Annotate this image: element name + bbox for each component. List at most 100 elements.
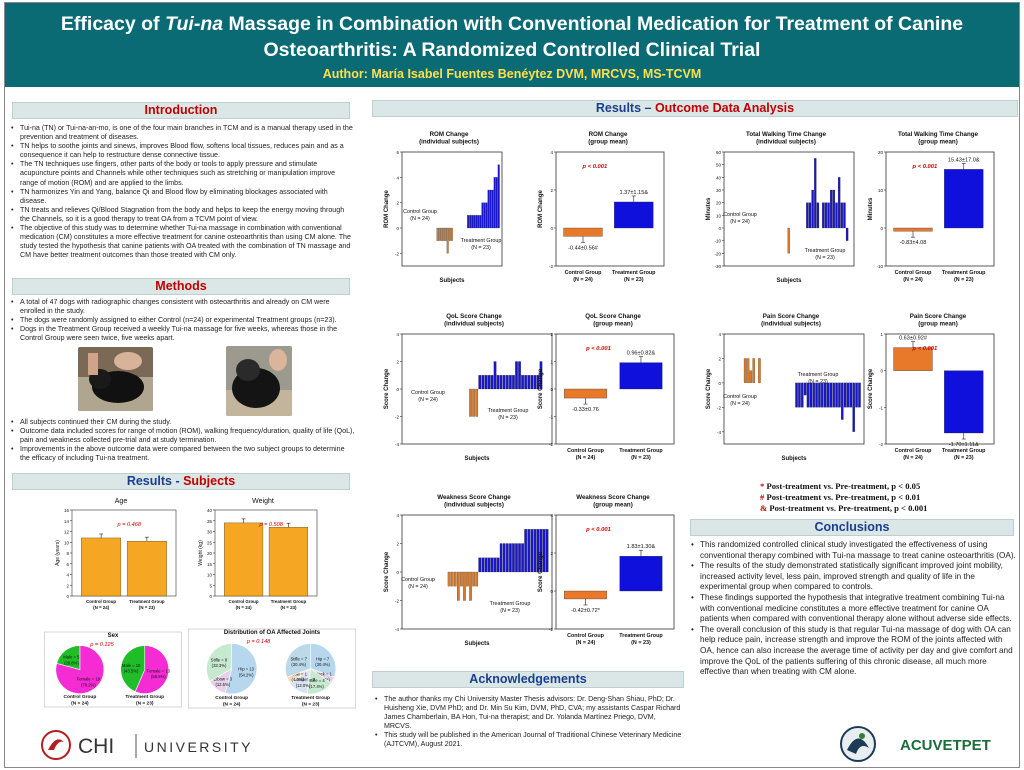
series-label: Treatment Group [461, 238, 502, 244]
tick-label: 4 [396, 332, 399, 337]
tick-label: -4 [395, 627, 399, 632]
chart-title: Total Walking Time Change [898, 131, 979, 138]
category-label: (N = 24) [236, 605, 253, 610]
tick-label: 2 [550, 332, 553, 337]
demo-bar [268, 527, 308, 597]
tick-label: -1 [549, 415, 553, 420]
subject-bar [787, 227, 790, 254]
subject-bar [499, 375, 503, 390]
subject-bar [436, 227, 439, 241]
subject-bar [483, 202, 486, 229]
subject-bar [467, 215, 470, 229]
subject-bar [505, 375, 509, 390]
subject-bar [826, 382, 830, 408]
tick-label: -4 [717, 430, 721, 435]
subject-bar [478, 557, 482, 573]
acuvetpet-logo: ACUVETPET [840, 726, 991, 762]
list-item: Outcome data included scores for range o… [10, 427, 355, 445]
subject-bar [518, 543, 521, 573]
series-label: (N = 23) [471, 245, 491, 251]
tick-label: 10 [878, 188, 884, 193]
list-item: A total of 47 dogs with radiographic cha… [10, 298, 355, 316]
conclusions-list: This randomized controlled clinical stud… [690, 540, 1016, 678]
category-label: (N = 24) [576, 455, 596, 461]
chart-title: Weakness Score Change [576, 494, 650, 501]
subject-bar [536, 375, 540, 390]
pie-slice [285, 643, 311, 678]
category-label: Control Group [895, 270, 933, 276]
subject-bar [530, 529, 534, 573]
category-label: Treatment Group [942, 448, 986, 454]
subject-bar [835, 202, 838, 229]
tick-label: 0 [550, 387, 553, 392]
series-label: Treatment Group [488, 408, 529, 414]
subject-bar [798, 382, 801, 408]
slice-label: (79.2%) [81, 682, 96, 687]
tick-label: -4 [395, 442, 399, 447]
chart-title: (individual subjects) [756, 139, 816, 146]
subject-bar [539, 361, 543, 390]
pie-caption: (N = 24) [223, 701, 241, 707]
subject-bar [487, 375, 491, 390]
subject-bar [469, 215, 472, 229]
subject-bar [806, 382, 810, 408]
tick-label: 0 [396, 226, 399, 231]
tick-label: 4 [718, 332, 721, 337]
pie-caption: Treatment Group [291, 695, 330, 701]
chart-title: Pain Score Change [763, 313, 820, 320]
category-label: (N = 24) [576, 640, 596, 646]
chart-title: Total Walking Time Change [746, 131, 827, 138]
category-label: Treatment Group [619, 633, 663, 639]
y-axis-label: Minutes [706, 197, 712, 220]
acknowledgements-list: The author thanks my Chi University Mast… [374, 695, 684, 750]
tick-label: 35 [207, 519, 213, 524]
subject-bar [484, 557, 488, 573]
subject-bar [545, 529, 549, 573]
slice-label: (43.5%) [124, 668, 139, 673]
series-label: Treatment Group [805, 248, 846, 254]
methods-list-bottom: All subjects continued their CM during t… [10, 418, 355, 463]
chart-title: (individual subjects) [444, 321, 504, 328]
slice-label: Neck = 1 [315, 671, 332, 676]
subject-bar [827, 202, 830, 229]
plot-frame [401, 151, 503, 267]
tick-label: 0 [550, 226, 553, 231]
subject-bar [515, 361, 518, 390]
tick-label: -2 [395, 599, 399, 604]
slice-label: Stifle = 7 [290, 656, 307, 661]
category-label: (N = 24) [903, 277, 923, 283]
subject-bar [481, 375, 485, 390]
subject-bar [499, 543, 503, 573]
slice-label: Male = 10 [122, 663, 141, 668]
slice-label: Female = 19 [77, 677, 101, 682]
category-label: Control Group [229, 599, 259, 604]
subject-bar [749, 370, 753, 383]
series-label: (N = 23) [498, 415, 518, 421]
category-label: Treatment Group [271, 599, 307, 604]
data-label: 1.83±1.30& [627, 544, 656, 550]
category-label: Treatment Group [619, 448, 663, 454]
mean-bar [563, 227, 603, 237]
subject-bar [484, 375, 488, 390]
subject-bar [497, 164, 500, 229]
subject-bar [442, 227, 445, 241]
pie-slice [134, 645, 170, 694]
p-value: p = 0.468 [116, 522, 141, 528]
tick-label: -30 [714, 264, 721, 269]
series-label: (N = 24) [730, 401, 750, 407]
subject-bar [809, 382, 813, 408]
subject-bar [837, 177, 841, 229]
list-item: The overall conclusion of this study is … [690, 625, 1016, 678]
slice-label: Female = 13 [147, 668, 171, 673]
subject-bar [806, 202, 809, 229]
tick-label: 2 [550, 551, 553, 556]
data-label: -0.42±0.72* [571, 608, 601, 614]
subject-bar [814, 158, 817, 229]
slice-label: Elbow = 1 [288, 671, 307, 676]
slice-label: (17.4%) [309, 684, 324, 689]
chart-title: Weakness Score Change [437, 494, 511, 501]
chart-title: Pain Score Change [910, 313, 967, 320]
data-label: 0.63±0.92# [899, 336, 928, 342]
data-label: 0.96±0.82& [627, 351, 656, 357]
subject-bar [832, 382, 835, 408]
